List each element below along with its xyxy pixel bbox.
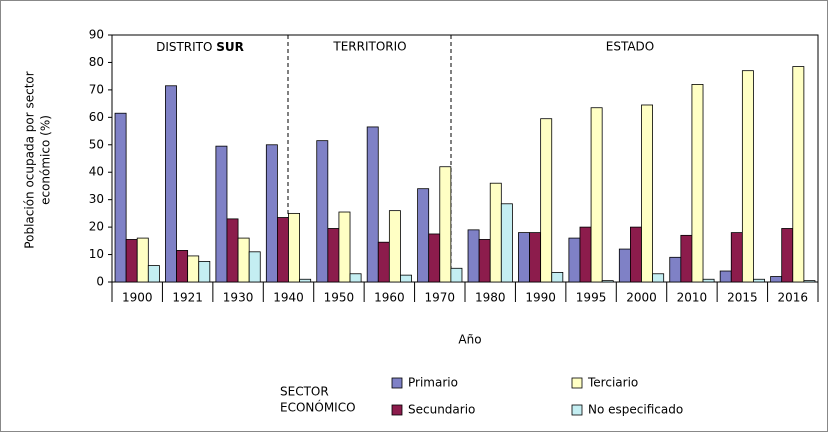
legend-label: No especificado	[588, 403, 683, 417]
bar	[187, 255, 200, 283]
x-tick-label: 2016	[778, 291, 809, 305]
bar	[781, 228, 794, 283]
bar	[669, 256, 682, 283]
bar	[753, 278, 765, 283]
bar	[147, 265, 160, 283]
region-label: ESTADO	[606, 40, 655, 54]
x-tick-label: 1990	[525, 291, 556, 305]
bar	[125, 239, 138, 283]
bar	[136, 237, 149, 283]
bar	[316, 140, 329, 283]
y-tick-label: 80	[89, 55, 104, 69]
bar	[540, 118, 553, 283]
bar	[215, 145, 228, 283]
y-axis-label: Población ocupada por sector	[23, 71, 37, 248]
bar	[741, 70, 754, 283]
y-tick-label: 20	[89, 220, 104, 234]
x-tick-label: 1995	[576, 291, 607, 305]
bar	[288, 212, 300, 283]
bar	[338, 211, 351, 283]
y-tick-label: 50	[89, 137, 104, 151]
bar	[652, 273, 665, 283]
bar	[792, 66, 805, 283]
bar	[489, 182, 502, 283]
bar	[467, 229, 480, 283]
bar	[248, 251, 261, 283]
region-label: DISTRITO	[156, 40, 216, 54]
bar	[299, 278, 312, 283]
y-tick-label: 0	[96, 275, 104, 289]
bar	[579, 226, 592, 283]
legend-swatch	[571, 404, 583, 416]
y-tick-label: 70	[89, 82, 104, 96]
bar	[114, 112, 127, 283]
legend-label: Primario	[408, 376, 458, 390]
bar	[388, 210, 401, 283]
x-tick-label: 2000	[626, 291, 657, 305]
y-tick-label: 90	[89, 28, 104, 42]
bar	[518, 232, 530, 283]
bar	[618, 248, 631, 283]
x-tick-label: 1900	[122, 291, 153, 305]
legend-swatch	[391, 377, 403, 389]
bar	[450, 267, 463, 283]
legend-label: Secundario	[408, 403, 475, 417]
legend-title: ECONÓMICO	[280, 400, 356, 415]
x-axis-label: Año	[458, 333, 481, 347]
bar	[719, 270, 732, 283]
bar	[226, 218, 239, 283]
x-tick-label: 1930	[223, 291, 254, 305]
bar	[529, 232, 542, 283]
region-label: SUR	[216, 40, 244, 54]
x-tick-label: 1980	[475, 291, 506, 305]
bar	[176, 250, 189, 283]
y-tick-label: 60	[89, 110, 104, 124]
bar	[770, 276, 783, 283]
bar	[630, 226, 642, 283]
x-tick-label: 2015	[727, 291, 758, 305]
bar	[803, 280, 816, 283]
bar	[377, 241, 390, 283]
bar	[417, 188, 430, 283]
y-tick-label: 40	[89, 165, 104, 179]
bar	[601, 280, 614, 283]
legend-label: Terciario	[587, 376, 638, 390]
bar	[702, 278, 715, 283]
bar	[439, 166, 452, 283]
bar	[277, 217, 289, 283]
bar	[349, 273, 362, 283]
bar	[568, 237, 581, 283]
bar	[400, 274, 412, 283]
bar	[551, 271, 564, 283]
bar	[265, 144, 278, 283]
bar	[366, 126, 379, 283]
bar	[680, 234, 693, 283]
bar	[428, 233, 441, 283]
x-tick-label: 1970	[425, 291, 456, 305]
legend-swatch	[571, 377, 583, 389]
legend-title: SECTOR	[280, 385, 329, 399]
y-tick-label: 30	[89, 192, 104, 206]
region-label: DISTRITO SUR	[156, 40, 244, 54]
y-axis-label: económico (%)	[39, 115, 53, 205]
x-tick-label: 1921	[172, 291, 203, 305]
bar	[691, 84, 704, 283]
bar	[641, 104, 653, 283]
bar	[327, 228, 340, 283]
region-label: TERRITORIO	[332, 40, 406, 54]
x-tick-label: 1960	[374, 291, 405, 305]
bar	[198, 261, 211, 283]
bar	[165, 85, 177, 283]
bar	[730, 232, 743, 283]
bar	[237, 237, 250, 283]
x-tick-label: 1950	[324, 291, 355, 305]
x-tick-label: 2010	[677, 291, 708, 305]
x-tick-label: 1940	[273, 291, 304, 305]
bar	[590, 107, 603, 283]
y-tick-label: 10	[89, 247, 104, 261]
bar	[500, 203, 513, 283]
legend-swatch	[391, 404, 403, 416]
bar	[478, 239, 491, 283]
